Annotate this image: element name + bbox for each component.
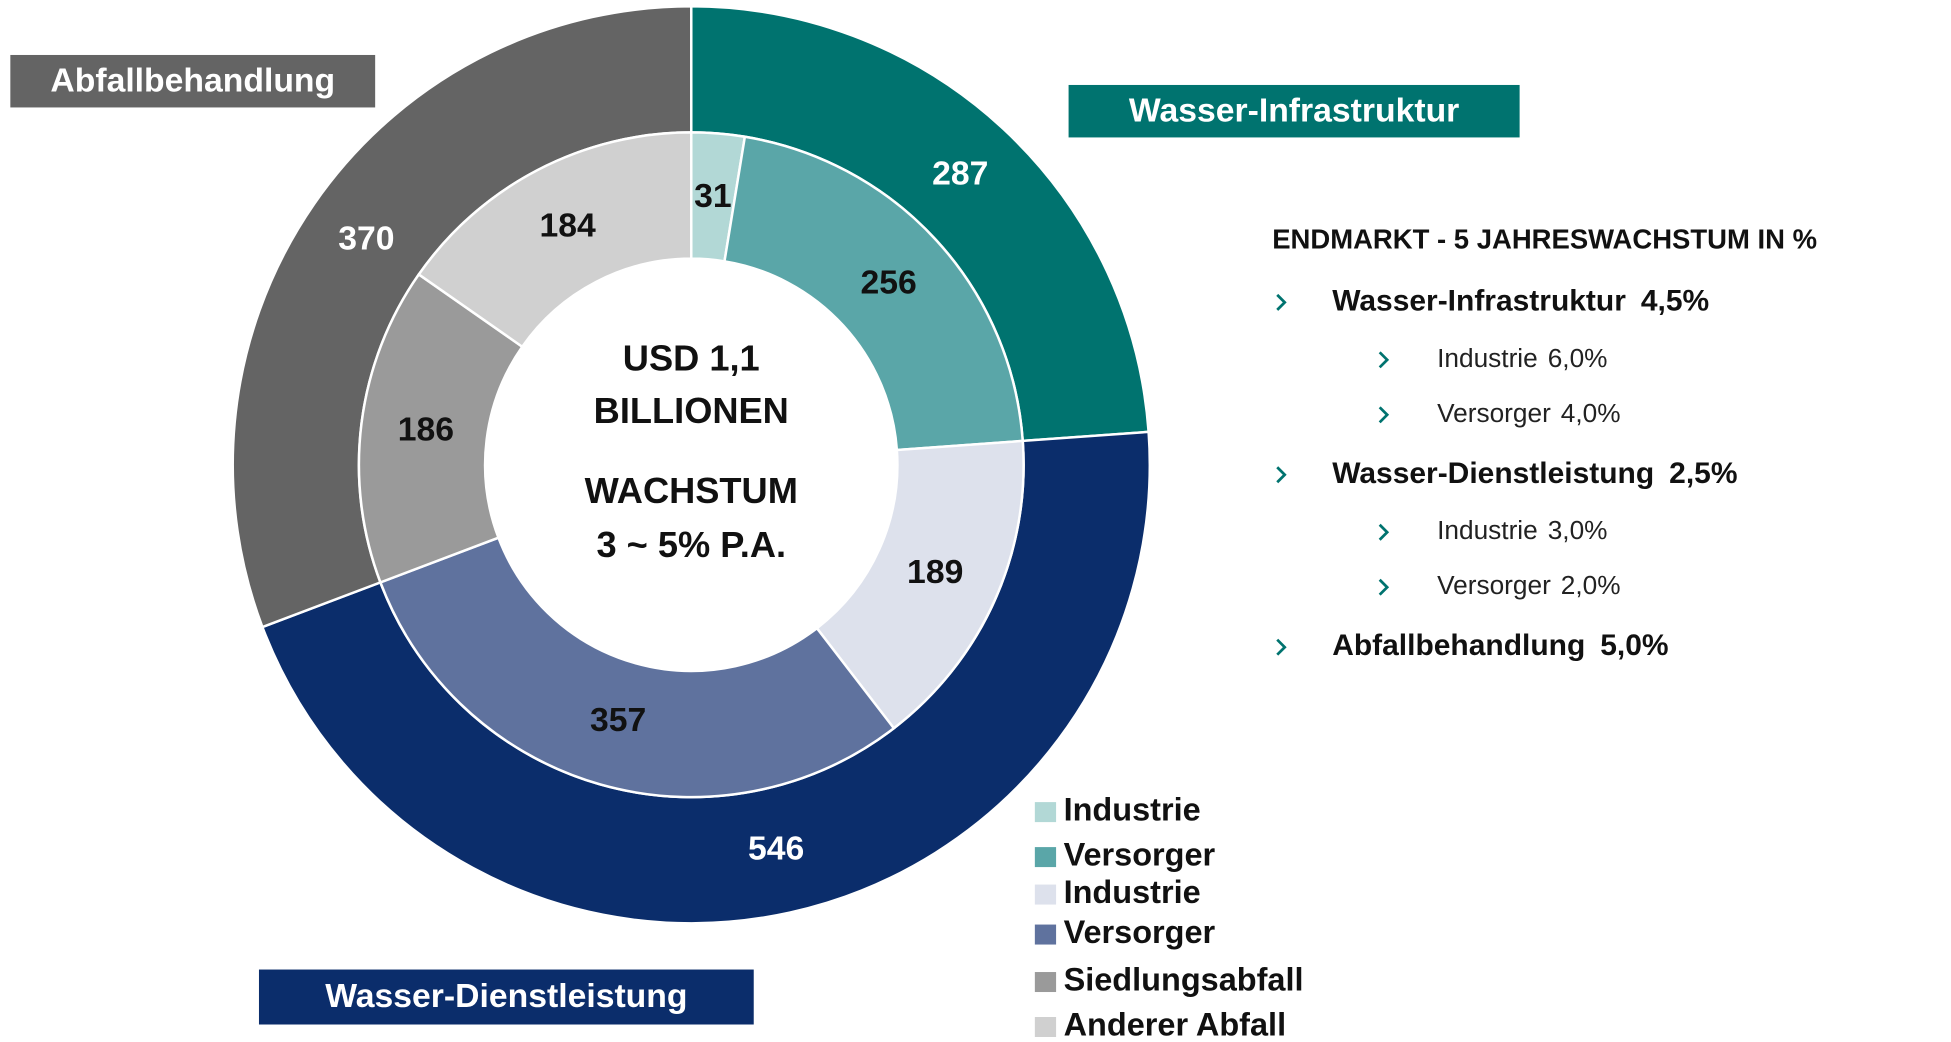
growth-item: Wasser-Dienstleistung 2,5% — [1332, 457, 1737, 490]
bullet-chevron — [1378, 523, 1390, 541]
legend-swatch — [1034, 924, 1057, 945]
growth-subitem: Industrie 3,0% — [1437, 515, 1607, 545]
inner-value-label: 186 — [398, 411, 454, 449]
legend-swatch — [1034, 847, 1057, 868]
growth-item-label: Wasser-Infrastruktur — [1332, 284, 1626, 317]
category-label: Wasser-Infrastruktur — [1129, 91, 1459, 129]
growth-item-value: 4,5% — [1641, 284, 1709, 317]
inner-segment — [723, 135, 1025, 452]
legend-label: Industrie — [1064, 874, 1201, 910]
growth-subitem-value: 3,0% — [1548, 515, 1608, 545]
legend-label: Versorger — [1064, 914, 1216, 950]
inner-value-label: 189 — [907, 553, 963, 591]
growth-subitem-label: Versorger — [1437, 398, 1551, 428]
category-label: Wasser-Dienstleistung — [325, 977, 687, 1015]
growth-item-value: 5,0% — [1600, 629, 1668, 662]
outer-value-label: 287 — [932, 155, 988, 193]
category-label: Abfallbehandlung — [50, 61, 335, 99]
legend-swatch — [1034, 1017, 1057, 1038]
center-text: 3 ~ 5% P.A. — [596, 524, 786, 565]
growth-subitem-label: Industrie — [1437, 515, 1538, 545]
inner-value-label: 184 — [540, 207, 597, 245]
inner-value-label: 256 — [861, 263, 917, 301]
inner-value-label: 357 — [590, 701, 646, 739]
growth-subitem-label: Industrie — [1437, 343, 1538, 373]
growth-subitem: Versorger 2,0% — [1437, 570, 1620, 600]
outer-value-label: 370 — [338, 219, 394, 257]
growth-title: ENDMARKT - 5 JAHRESWACHSTUM IN % — [1272, 223, 1817, 254]
category-box — [258, 969, 754, 1025]
inner-segment — [417, 131, 693, 349]
growth-item-value: 2,5% — [1669, 457, 1737, 490]
growth-subitem-value: 4,0% — [1561, 398, 1621, 428]
growth-subitem-value: 2,0% — [1561, 570, 1621, 600]
growth-subitem: Versorger 4,0% — [1437, 398, 1620, 428]
bullet-chevron — [1276, 638, 1287, 656]
growth-subitem-label: Versorger — [1437, 570, 1551, 600]
category-box — [10, 54, 376, 108]
outer-value-label: 546 — [748, 829, 804, 867]
center-text: BILLIONEN — [594, 390, 789, 431]
center-text: USD 1,1 — [623, 338, 760, 379]
growth-subitem: Industrie 6,0% — [1437, 343, 1607, 373]
category-box — [1068, 84, 1520, 138]
growth-item-label: Wasser-Dienstleistung — [1332, 457, 1654, 490]
center-text: WACHSTUM — [585, 470, 798, 511]
bullet-chevron — [1378, 578, 1390, 596]
growth-item: Abfallbehandlung 5,0% — [1332, 629, 1668, 662]
growth-subitem-value: 6,0% — [1548, 343, 1608, 373]
bullet-chevron — [1276, 466, 1287, 484]
legend-label: Industrie — [1064, 792, 1201, 828]
legend-swatch — [1034, 884, 1057, 905]
bullet-chevron — [1378, 406, 1390, 424]
inner-segment — [357, 272, 525, 584]
bullet-chevron — [1378, 351, 1390, 369]
bullet-chevron — [1276, 293, 1287, 311]
inner-value-label: 31 — [694, 177, 732, 215]
inner-segment — [378, 536, 896, 799]
growth-item: Wasser-Infrastruktur 4,5% — [1332, 284, 1709, 317]
legend-swatch — [1034, 972, 1057, 993]
legend-label: Siedlungsabfall — [1064, 962, 1304, 998]
legend-label: Anderer Abfall — [1064, 1007, 1287, 1042]
legend-swatch — [1034, 802, 1057, 823]
legend-label: Versorger — [1064, 837, 1216, 873]
growth-item-label: Abfallbehandlung — [1332, 629, 1585, 662]
